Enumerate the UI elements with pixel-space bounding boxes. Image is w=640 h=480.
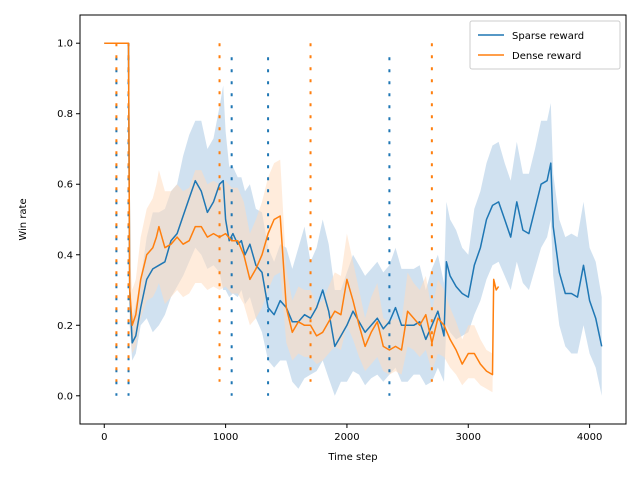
legend: Sparse reward Dense reward <box>469 20 621 70</box>
vertical-markers <box>115 43 433 396</box>
x-tick-label: 4000 <box>577 432 602 443</box>
y-tick-label: 0.4 <box>57 250 73 261</box>
legend-box <box>469 20 621 70</box>
y-tick-label: 0.8 <box>57 109 73 120</box>
y-axis-label: Win rate <box>18 198 29 240</box>
x-axis-label: Time step <box>327 452 377 463</box>
legend-label-sparse: Sparse reward <box>512 31 584 42</box>
y-tick-label: 0.2 <box>57 321 73 332</box>
line-dense <box>104 42 500 376</box>
y-tick-label: 1.0 <box>57 39 73 50</box>
y-tick-label: 0.0 <box>57 391 73 402</box>
x-tick-label: 1000 <box>213 432 238 443</box>
legend-label-dense: Dense reward <box>512 51 581 62</box>
x-tick-label: 0 <box>101 432 107 443</box>
y-axis-ticks: 0.0 0.2 0.4 0.6 0.8 1.0 <box>57 39 80 402</box>
line-sparse <box>104 42 603 348</box>
x-tick-label: 2000 <box>334 432 359 443</box>
plot-frame <box>79 14 627 425</box>
confidence-bands <box>104 43 602 396</box>
band-dense <box>104 43 499 393</box>
y-tick-label: 0.6 <box>57 180 73 191</box>
series-lines <box>104 42 603 376</box>
x-tick-label: 3000 <box>456 432 481 443</box>
x-axis-ticks: 0 1000 2000 3000 4000 <box>101 424 602 443</box>
